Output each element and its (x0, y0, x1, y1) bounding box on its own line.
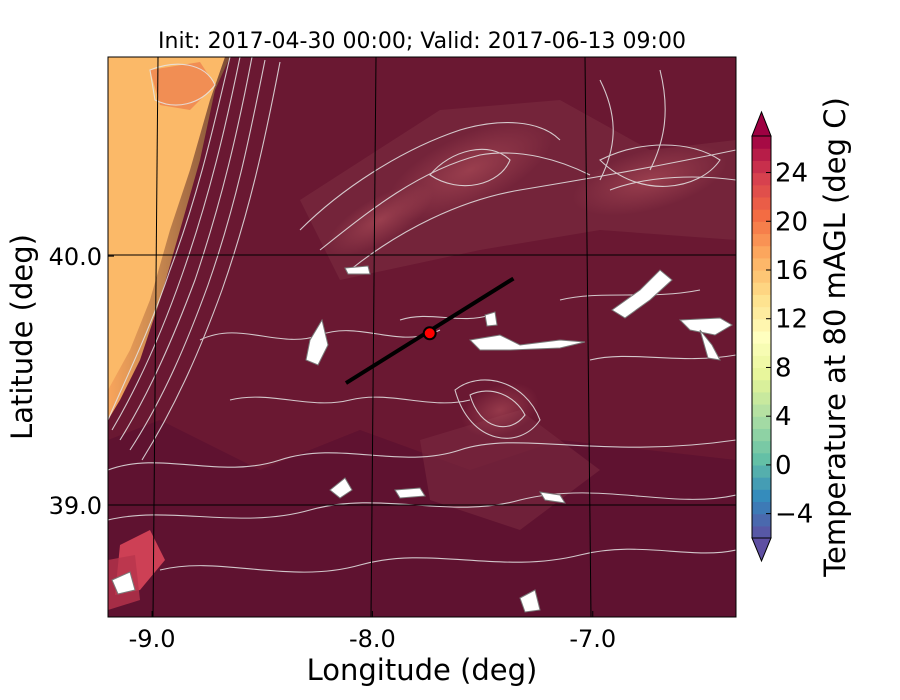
colorbar-band (752, 330, 771, 344)
colorbar-band (752, 221, 771, 235)
colorbar-band (752, 306, 771, 320)
colorbar-tick-label: 0 (775, 451, 792, 481)
x-axis-ticks: -9.0 -8.0 -7.0 (129, 611, 616, 653)
x-tick-label: -8.0 (349, 625, 396, 653)
colorbar-band (752, 489, 771, 503)
colorbar-band (752, 513, 771, 527)
colorbar-tick-label: 4 (775, 402, 792, 432)
colorbar-label: Temperature at 80 mAGL (deg C) (818, 97, 852, 578)
colorbar-band (752, 452, 771, 466)
colorbar-band (752, 391, 771, 405)
colorbar-band (752, 136, 771, 149)
temperature-field (108, 57, 736, 617)
y-tick-label: 39.0 (49, 492, 102, 520)
colorbar-band (752, 416, 771, 429)
colorbar-band (752, 501, 771, 515)
colorbar: −4 0 4 8 12 16 20 24 Temperature at 80 mAGL (de… (751, 97, 852, 578)
x-axis-label: Longitude (deg) (307, 653, 538, 687)
chart-title: Init: 2017-04-30 00:00; Valid: 2017-06-1… (158, 29, 686, 54)
transect-center-marker (422, 326, 437, 341)
colorbar-band (752, 172, 771, 186)
colorbar-extend-bottom (751, 537, 772, 563)
transect-layer (344, 276, 515, 385)
colorbar-tick-label: 12 (775, 305, 808, 335)
colorbar-frame (751, 135, 772, 539)
colorbar-tick-label: 16 (775, 256, 808, 286)
y-axis-ticks: 39.0 40.0 (49, 243, 114, 520)
colorbar-band (752, 294, 771, 308)
colorbar-band (752, 148, 771, 161)
colorbar-band (752, 464, 771, 478)
colorbar-band (752, 184, 771, 198)
colorbar-band (752, 245, 771, 259)
colorbar-extend-top (751, 110, 772, 137)
colorbar-band (752, 343, 771, 356)
colorbar-band (752, 379, 771, 393)
x-tick-label: -7.0 (569, 625, 616, 653)
map-gridlines (108, 57, 736, 617)
colorbar-ticks: −4 0 4 8 12 16 20 24 (766, 159, 813, 530)
colorbar-band (752, 233, 771, 247)
colorbar-band (752, 367, 771, 381)
colorbar-band (752, 404, 771, 417)
colorbar-band (752, 270, 771, 283)
colorbar-band (752, 257, 771, 271)
x-tick-label: -9.0 (129, 625, 176, 653)
y-tick-label: 40.0 (49, 243, 102, 271)
colorbar-tick-label: 8 (775, 353, 792, 383)
colorbar-band (752, 209, 771, 222)
colorbar-tick-label: −4 (775, 500, 813, 530)
colorbar-tick-label: 24 (775, 159, 808, 189)
colorbar-band (752, 428, 771, 442)
plot-frame (107, 56, 737, 618)
colorbar-band (752, 525, 771, 538)
colorbar-band (752, 355, 771, 369)
colorbar-band (752, 282, 771, 295)
colorbar-band (752, 318, 771, 332)
colorbar-band (752, 477, 771, 490)
colorbar-band (752, 196, 771, 210)
colorbar-band (752, 440, 771, 454)
y-axis-label: Latitude (deg) (5, 234, 39, 440)
colorbar-band (752, 160, 771, 174)
colorbar-tick-label: 20 (775, 207, 808, 237)
masked-terrain-regions (111, 265, 733, 613)
